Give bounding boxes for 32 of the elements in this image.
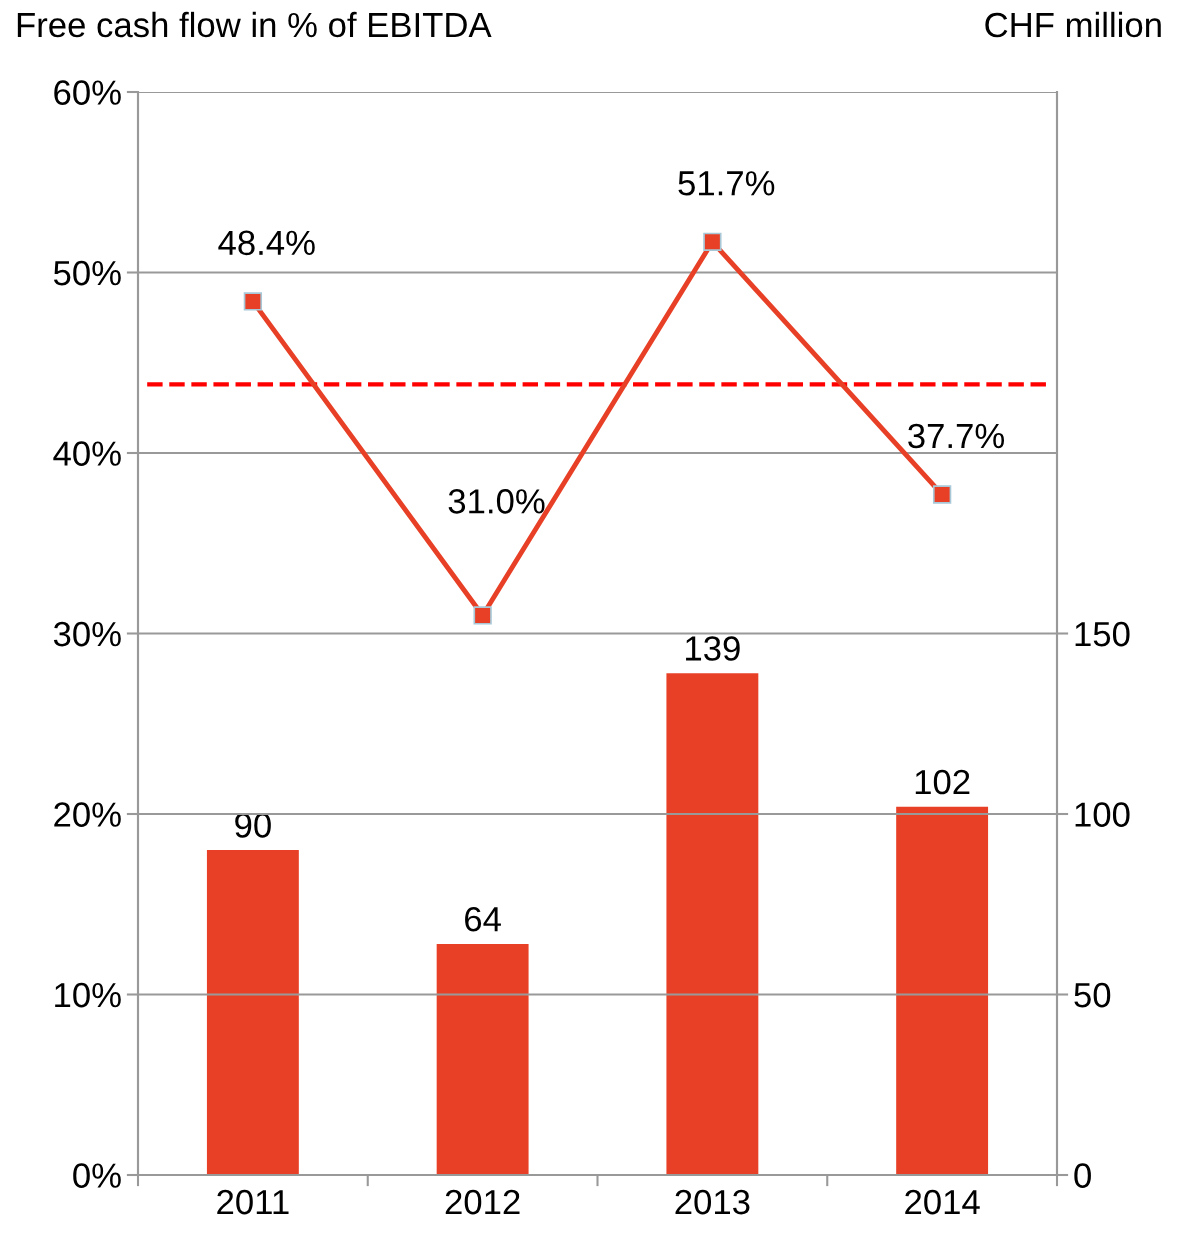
y-tick-label: 10%	[55, 982, 121, 1008]
point	[932, 485, 952, 504]
y-tick-label: 50%	[53, 260, 121, 286]
y-tick-label: 20%	[54, 802, 121, 827]
y2-tick-label: 50	[1074, 982, 1111, 1008]
point	[473, 606, 492, 625]
y-tick-label: 30%	[53, 621, 121, 647]
bar	[666, 673, 759, 1175]
y-axis-title: Free cash flow in % of EBITDA	[17, 11, 492, 38]
data-label: 102	[915, 769, 970, 795]
point	[243, 292, 263, 311]
x-tick-label: 2013	[675, 1189, 750, 1215]
data-label: 139	[686, 636, 740, 661]
x-tick-label: 2012	[445, 1189, 520, 1215]
data-label: 64	[465, 906, 501, 932]
y2-tick-label: 0	[1074, 1163, 1091, 1188]
bar	[436, 943, 529, 1175]
data-label: 37.7%	[908, 423, 1005, 449]
point	[703, 232, 722, 251]
y2-tick-label: 150	[1075, 621, 1130, 647]
data-label: 31.0%	[448, 489, 545, 514]
y-tick-label: 60%	[54, 80, 121, 105]
data-label: 48.4%	[218, 230, 315, 256]
y-tick-label: 40%	[53, 441, 121, 466]
bar	[206, 850, 299, 1175]
data-label: 51.7%	[678, 171, 775, 196]
x-tick-label: 2014	[905, 1189, 980, 1215]
y2-axis-title: CHF million	[985, 11, 1161, 38]
y2-tick-label: 100	[1075, 802, 1130, 827]
x-tick-label: 2011	[217, 1189, 289, 1215]
bar	[896, 806, 989, 1175]
y-tick-label: 0%	[73, 1163, 121, 1188]
